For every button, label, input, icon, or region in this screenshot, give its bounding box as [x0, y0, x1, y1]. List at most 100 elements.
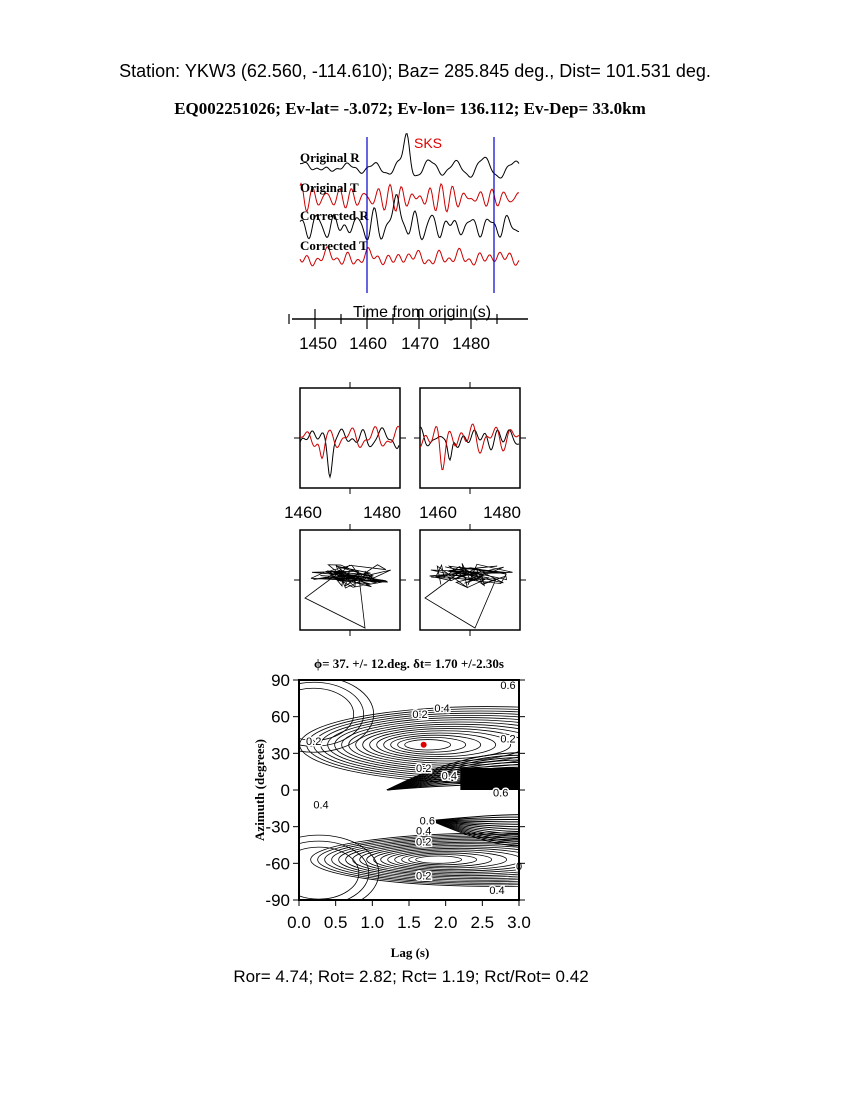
contour-line	[338, 838, 519, 881]
contour-line	[299, 834, 380, 900]
window-trace-t	[419, 423, 520, 471]
x-tick-label: 1.5	[397, 913, 421, 932]
contour-line	[386, 761, 519, 791]
contour-line	[376, 730, 512, 760]
trace-original-r	[299, 133, 520, 179]
particle-motion-path	[304, 564, 391, 629]
contour-line	[355, 723, 519, 766]
contour-label: 0.6	[500, 680, 515, 692]
x-tick-label: 1.0	[361, 913, 385, 932]
window-trace-t	[299, 425, 400, 460]
trace-label-corrected-r: Corrected R	[300, 208, 369, 223]
trace-corrected-t	[299, 246, 520, 267]
y-tick-label: 0	[281, 781, 290, 800]
time-tick-label: 1480	[452, 334, 490, 353]
contour-line	[397, 736, 467, 753]
contour-line	[352, 841, 519, 878]
contour-plot	[299, 680, 519, 900]
window-tick-label: 1480	[483, 503, 521, 522]
contour-line	[299, 846, 360, 900]
phase-label: SKS	[414, 135, 442, 151]
event-line: EQ002251026; Ev-lat= -3.072; Ev-lon= 136…	[174, 99, 646, 118]
contour-label: 0.6	[493, 787, 508, 799]
y-tick-label: 60	[271, 708, 290, 727]
trace-label-original-r: Original R	[300, 150, 360, 165]
contour-line	[408, 854, 478, 866]
contour-line	[394, 851, 508, 869]
contour-label: 0.6	[420, 816, 435, 828]
contour-line	[430, 820, 519, 847]
y-tick-label: -90	[265, 891, 290, 910]
contour-line	[324, 835, 519, 884]
win1-frame	[299, 387, 401, 489]
window-panel-original	[294, 382, 406, 494]
contour-line	[369, 728, 519, 762]
contour-label: 0.4	[442, 770, 457, 782]
contour-label: 0.4	[489, 885, 504, 897]
contour-line	[415, 855, 463, 864]
contour-title: ϕ= 37. +/- 12.deg. δt= 1.70 +/-2.30s	[314, 656, 504, 671]
y-tick-label: 90	[271, 671, 290, 690]
time-tick-label: 1450	[299, 334, 337, 353]
trace-panel	[299, 133, 520, 267]
y-tick-label: -30	[265, 818, 290, 837]
contour-line	[334, 717, 519, 773]
trace-label-original-t: Original T	[300, 180, 359, 195]
window-panel-corrected	[414, 382, 526, 494]
contour-line	[386, 759, 519, 791]
contour-line	[299, 681, 365, 747]
contour-line	[386, 766, 519, 791]
window-trace-r	[419, 426, 520, 462]
contour-line	[299, 687, 355, 741]
trace-label-corrected-t: Corrected T	[300, 238, 368, 253]
contour-line	[380, 847, 519, 872]
time-axis-label: Time from origin (s)	[353, 304, 491, 321]
contour-line	[345, 840, 519, 880]
x-tick-label: 2.0	[434, 913, 458, 932]
contour-line	[386, 764, 519, 791]
window-tick-label: 1460	[284, 503, 322, 522]
x-tick-label: 0.5	[324, 913, 348, 932]
contour-label: 0.2	[416, 836, 431, 848]
contour-ticks: 0.0 0.5 1.0 1.5 2.0 2.5 3.0 90 60 30 0 -30 -60 -90	[265, 671, 530, 932]
contour-xlabel: Lag (s)	[391, 945, 430, 960]
footer-ratios: Ror= 4.74; Rot= 2.82; Rct= 1.19; Rct/Rot…	[233, 967, 588, 986]
contour-line	[383, 732, 497, 757]
contour-line	[359, 843, 519, 877]
time-axis-ticks	[288, 309, 498, 329]
contour-line	[373, 846, 519, 873]
y-tick-label: 30	[271, 744, 290, 763]
contour-label: 0.4	[416, 825, 431, 837]
contour-line	[404, 739, 452, 751]
window-tick-label: 1460	[419, 503, 457, 522]
contour-label: 0.4	[434, 703, 449, 715]
window-tick-label: 1480	[363, 503, 401, 522]
contour-label: 0.2	[412, 709, 427, 721]
contour-line	[299, 680, 375, 753]
contour-line	[299, 840, 370, 900]
particle-motion-path	[424, 563, 513, 629]
contour-line	[366, 844, 519, 875]
contour-line	[390, 734, 482, 755]
contour-line	[401, 852, 493, 867]
contour-line	[387, 849, 519, 870]
x-tick-label: 2.5	[471, 913, 495, 932]
contour-ylabel: Azimuth (degrees)	[252, 739, 267, 841]
y-tick-label: -60	[265, 854, 290, 873]
time-tick-label: 1470	[401, 334, 439, 353]
contour-dense-region	[460, 768, 519, 790]
contour-label: 0.2	[500, 734, 515, 746]
best-fit-marker	[420, 741, 427, 748]
particle-motion-original	[294, 524, 406, 636]
contour-line	[331, 837, 519, 883]
contour-line	[320, 712, 519, 777]
contour-label: 0.4	[313, 800, 328, 812]
trace-original-t	[299, 182, 520, 213]
contour-line	[386, 752, 519, 791]
x-tick-label: 3.0	[507, 913, 531, 932]
contour-label: 0.2	[306, 736, 321, 748]
window-trace-r	[299, 427, 400, 479]
x-tick-label: 0.0	[287, 913, 311, 932]
